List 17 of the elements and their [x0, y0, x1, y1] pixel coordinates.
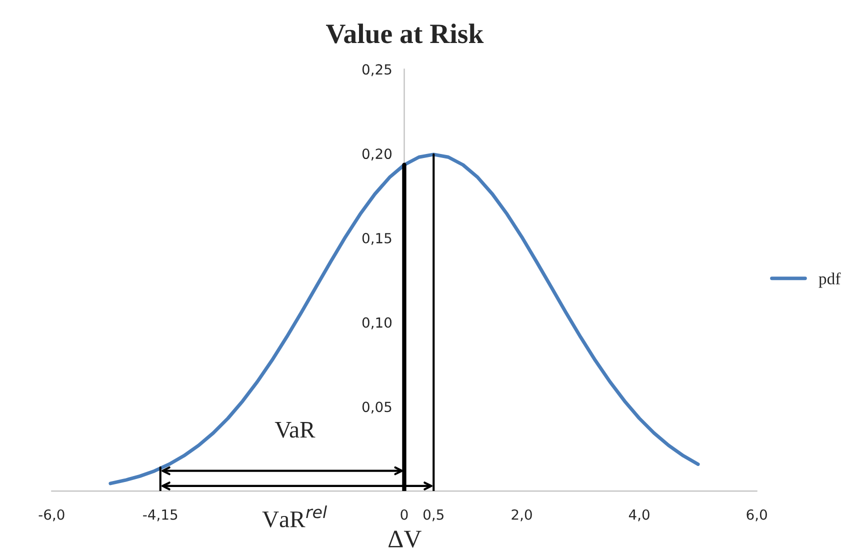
y-tick-label: 0,10: [362, 317, 392, 330]
text: VaR$^{rel}$: [262, 505, 327, 528]
x-tick-label: 0: [400, 509, 408, 520]
x-tick-label: -6,0: [38, 509, 64, 522]
y-tick-label: 0,15: [362, 232, 392, 245]
x-tick-label: 6,0: [746, 509, 767, 522]
x-axis-title: ΔV: [388, 530, 422, 548]
y-tick-label: 0,05: [362, 402, 392, 414]
annotation: VaR: [274, 422, 316, 438]
legend-label: pdf: [818, 272, 841, 288]
x-tick-label: 2,0: [512, 509, 532, 522]
y-tick-label: 0,20: [362, 148, 392, 160]
y-tick-label: 0,25: [362, 64, 392, 76]
chart-title: Value at Risk: [326, 24, 484, 44]
x-tick-label: 0,5: [423, 509, 444, 522]
x-tick-label: -4,15: [143, 510, 178, 522]
x-tick-label: 4,0: [628, 509, 650, 522]
